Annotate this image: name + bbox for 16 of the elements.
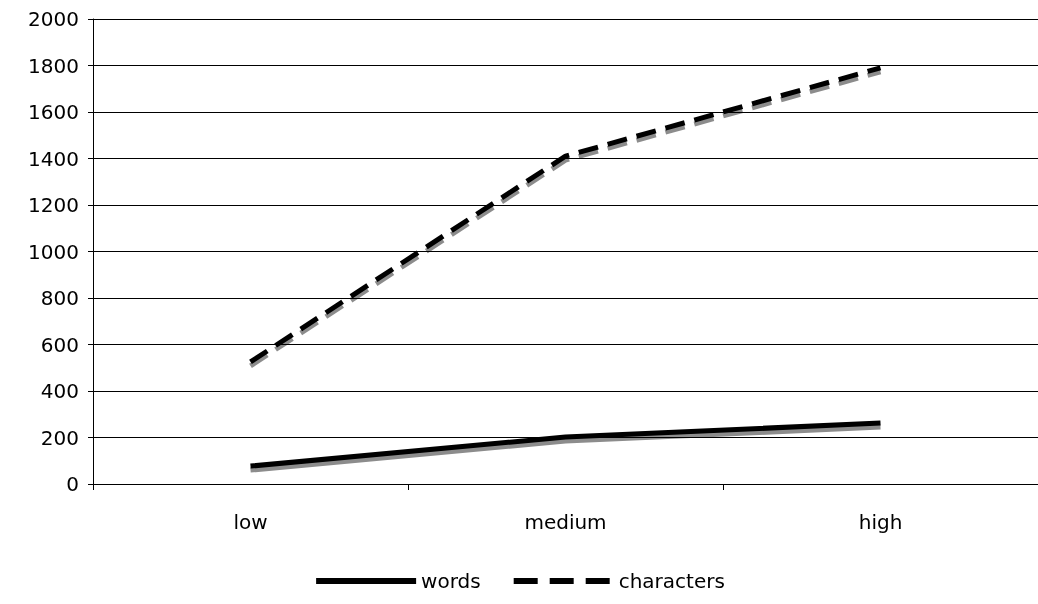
y-tick-label: 0: [66, 472, 79, 496]
y-tick-label: 1000: [28, 239, 79, 264]
y-tick-label: 2000: [28, 7, 79, 31]
y-tick-label: 800: [40, 286, 79, 310]
y-tick-label: 400: [40, 379, 79, 403]
y-tick-label: 1400: [28, 146, 79, 171]
y-tick-label: 1600: [28, 100, 79, 124]
x-tick-label: high: [858, 510, 903, 534]
x-tick-label: low: [233, 510, 268, 534]
y-tick-label: 200: [40, 425, 79, 450]
y-tick-label: 1200: [28, 193, 79, 217]
legend-label: words: [421, 569, 481, 593]
legend-label: characters: [618, 569, 725, 593]
y-tick-label: 1800: [28, 53, 79, 78]
y-tick-label: 600: [40, 332, 79, 357]
x-tick-label: medium: [524, 510, 607, 534]
